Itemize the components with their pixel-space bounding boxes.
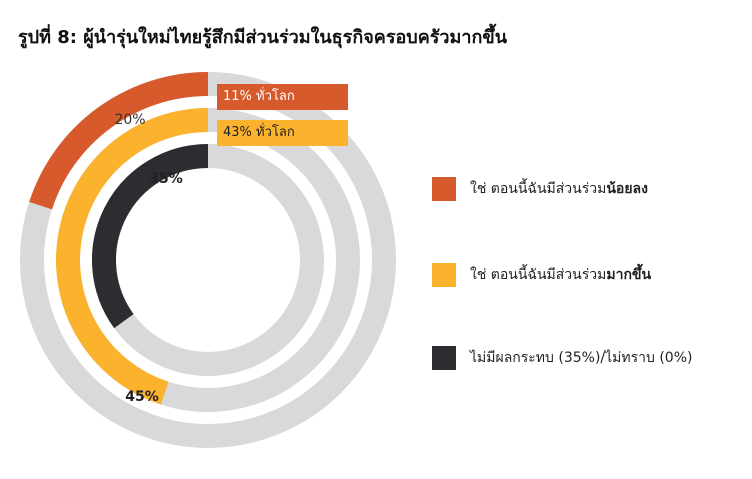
ring-less-arc — [29, 72, 209, 210]
label-more: 45% — [125, 389, 159, 405]
legend-item-more: ใช่ ตอนนี้ฉันมีส่วนร่วมมากขึ้น — [432, 262, 651, 288]
legend-text-more: ใช่ ตอนนี้ฉันมีส่วนร่วมมากขึ้น — [470, 267, 652, 283]
label-less: 20% — [114, 112, 145, 128]
legend-text-less: ใช่ ตอนนี้ฉันมีส่วนร่วมน้อยลง — [470, 181, 648, 197]
chart-title: รูปที่ 8: ผู้นำรุ่นใหม่ไทยรู้สึกมีส่วนร่… — [18, 27, 508, 48]
legend-swatch-no-impact — [432, 346, 456, 370]
legend-text-no-impact: ไม่มีผลกระทบ (35%)/ไม่ทราบ (0%) — [470, 350, 693, 366]
legend-item-no-impact: ไม่มีผลกระทบ (35%)/ไม่ทราบ (0%) — [432, 345, 692, 371]
label-no-impact: 35% — [149, 171, 183, 187]
global-more-tag: 43% ทั่วโลก — [217, 120, 348, 146]
legend-swatch-less — [432, 177, 456, 201]
ring-no-impact-arc — [92, 144, 209, 329]
ring-more-arc — [56, 108, 209, 405]
legend-item-less: ใช่ ตอนนี้ฉันมีส่วนร่วมน้อยลง — [432, 176, 648, 202]
legend-swatch-more — [432, 263, 456, 287]
global-less-tag: 11% ทั่วโลก — [217, 84, 348, 110]
